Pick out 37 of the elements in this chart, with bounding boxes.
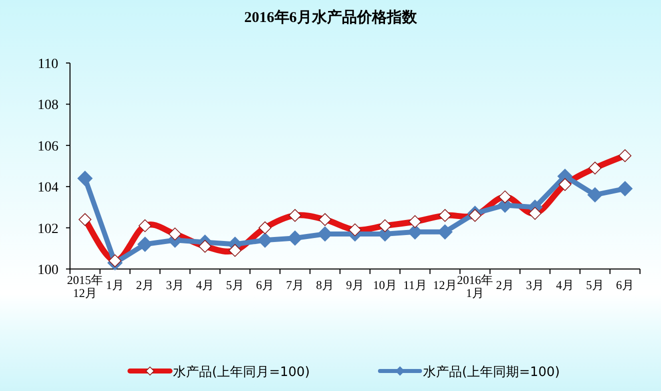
y-tick-label: 110 [38, 57, 58, 72]
point [138, 236, 152, 252]
point [318, 226, 332, 242]
y-tick-label: 108 [38, 98, 58, 114]
chart-title: 2016年6月水产品价格指数 [244, 9, 418, 26]
x-tick-label: 1月 [106, 278, 124, 292]
x-tick-label: 3月 [526, 278, 544, 292]
x-tick-label: 9月 [346, 278, 364, 292]
x-tick-label: 4月 [556, 278, 574, 292]
x-tick-label: 6月 [256, 278, 274, 292]
point [288, 230, 302, 246]
x-tick-label: 5月 [586, 278, 604, 292]
x-tick-label: 6月 [616, 278, 634, 292]
y-tick-label: 106 [38, 139, 58, 154]
y-tick-label: 100 [38, 263, 58, 278]
legend-label: 水产品(上年同期=100) [423, 365, 560, 380]
legend-label: 水产品(上年同月=100) [173, 365, 310, 380]
y-tick-label: 104 [38, 180, 58, 196]
x-tick-label: 4月 [196, 278, 214, 292]
x-tick-label: 5月 [226, 278, 244, 292]
x-tick-label: 3月 [166, 278, 184, 292]
x-tick-label: 2月 [496, 278, 514, 292]
x-tick-label: 2月 [136, 278, 154, 292]
point [588, 187, 602, 202]
x-tick-label: 8月 [316, 278, 334, 292]
x-tick-label: 12月 [433, 278, 457, 292]
x-tick-label: 11月 [403, 278, 427, 292]
x-tick-label: 2015年12月 [67, 273, 103, 300]
point [618, 181, 632, 196]
point [438, 224, 452, 240]
y-tick-label: 102 [38, 222, 58, 237]
x-tick-label: 2016年1月 [457, 273, 493, 300]
point [258, 232, 272, 248]
x-tick-label: 7月 [286, 278, 304, 292]
point [408, 224, 422, 240]
point [78, 170, 92, 186]
x-tick-label: 10月 [373, 278, 397, 292]
